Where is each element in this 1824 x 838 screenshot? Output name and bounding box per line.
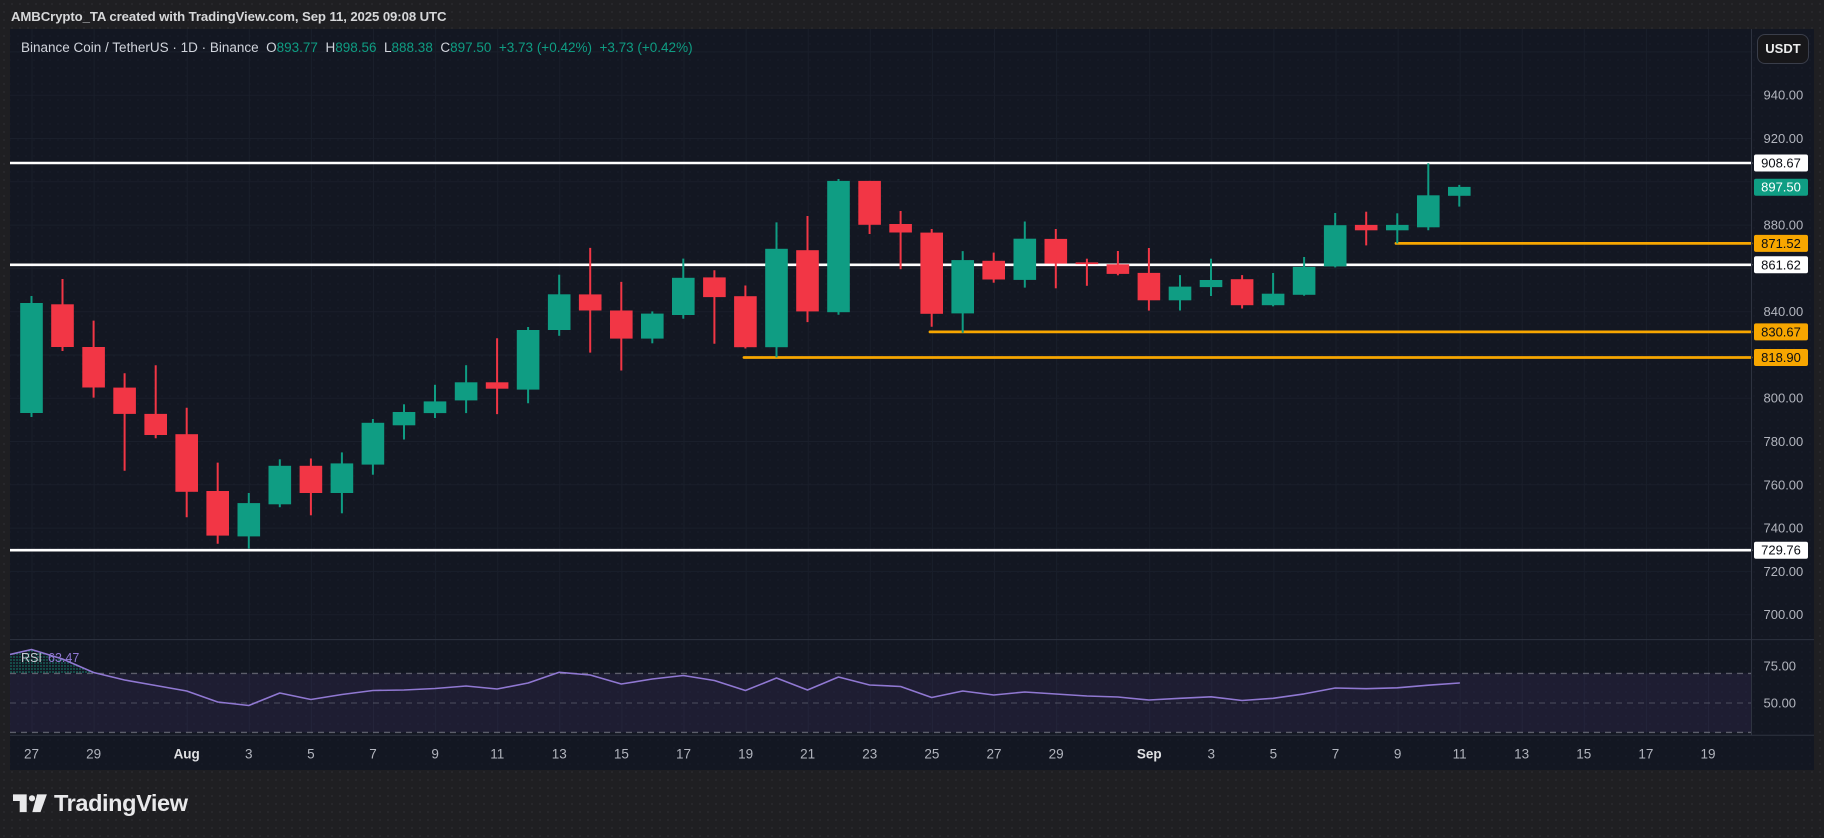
svg-text:7: 7	[369, 747, 377, 762]
svg-text:21: 21	[800, 747, 815, 762]
svg-text:7: 7	[1332, 747, 1340, 762]
svg-text:740.00: 740.00	[1764, 521, 1804, 536]
svg-text:920.00: 920.00	[1764, 131, 1804, 146]
svg-text:780.00: 780.00	[1764, 434, 1804, 449]
svg-text:720.00: 720.00	[1764, 564, 1804, 579]
svg-text:729.76: 729.76	[1761, 543, 1801, 558]
svg-text:880.00: 880.00	[1764, 218, 1804, 233]
svg-text:25: 25	[924, 747, 939, 762]
svg-text:13: 13	[552, 747, 567, 762]
svg-text:29: 29	[86, 747, 101, 762]
svg-text:3: 3	[245, 747, 253, 762]
svg-text:50.00: 50.00	[1764, 696, 1797, 711]
svg-text:908.67: 908.67	[1761, 156, 1801, 171]
svg-text:13: 13	[1514, 747, 1529, 762]
svg-text:RSI: RSI	[21, 651, 42, 665]
svg-text:17: 17	[676, 747, 691, 762]
svg-text:5: 5	[1270, 747, 1278, 762]
svg-text:19: 19	[738, 747, 753, 762]
svg-text:861.62: 861.62	[1761, 257, 1801, 272]
svg-text:818.90: 818.90	[1761, 350, 1801, 365]
svg-text:11: 11	[490, 747, 504, 762]
svg-text:9: 9	[1394, 747, 1402, 762]
svg-text:19: 19	[1700, 747, 1715, 762]
svg-text:897.50: 897.50	[1761, 180, 1801, 195]
svg-text:840.00: 840.00	[1764, 304, 1804, 319]
svg-text:23: 23	[862, 747, 877, 762]
svg-text:760.00: 760.00	[1764, 477, 1804, 492]
svg-text:27: 27	[986, 747, 1001, 762]
svg-text:17: 17	[1638, 747, 1653, 762]
svg-text:Aug: Aug	[174, 747, 200, 762]
svg-text:15: 15	[1576, 747, 1591, 762]
svg-text:871.52: 871.52	[1761, 236, 1801, 251]
svg-text:11: 11	[1453, 747, 1467, 762]
svg-text:75.00: 75.00	[1764, 659, 1797, 674]
svg-text:Sep: Sep	[1137, 747, 1162, 762]
svg-text:9: 9	[431, 747, 439, 762]
svg-text:15: 15	[614, 747, 629, 762]
svg-text:940.00: 940.00	[1764, 88, 1804, 103]
svg-text:700.00: 700.00	[1764, 607, 1804, 622]
svg-text:5: 5	[307, 747, 315, 762]
svg-text:3: 3	[1208, 747, 1216, 762]
svg-text:27: 27	[24, 747, 39, 762]
svg-text:800.00: 800.00	[1764, 391, 1804, 406]
svg-text:63.47: 63.47	[48, 651, 79, 665]
svg-text:830.67: 830.67	[1761, 324, 1801, 339]
svg-text:29: 29	[1049, 747, 1064, 762]
